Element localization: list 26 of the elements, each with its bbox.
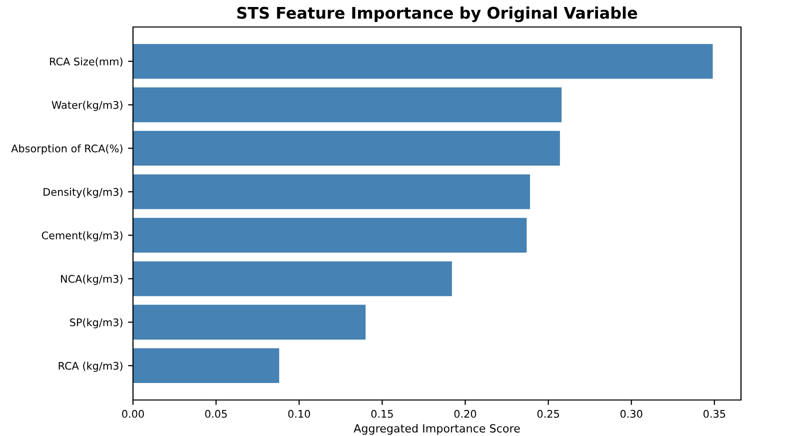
x-tick-label: 0.30 <box>620 410 642 418</box>
x-axis-title: Aggregated Importance Score <box>354 424 520 435</box>
x-tick-label: 0.25 <box>537 410 559 418</box>
y-tick-label: RCA (kg/m3) <box>58 362 122 372</box>
bar <box>133 348 280 384</box>
bar <box>133 130 560 166</box>
bar <box>133 87 562 122</box>
bar <box>133 174 530 210</box>
y-tick-label: SP(kg/m3) <box>70 318 122 328</box>
x-tick-label: 0.05 <box>205 410 227 418</box>
bar <box>133 261 452 296</box>
bar <box>133 44 713 79</box>
y-tick-label: Water(kg/m3) <box>52 100 122 111</box>
y-tick-label: Density(kg/m3) <box>44 188 122 198</box>
bar <box>133 304 366 340</box>
bar <box>133 218 527 253</box>
x-tick-label: 0.10 <box>288 410 310 418</box>
y-tick-label: Absorption of RCA(%) <box>11 144 122 154</box>
chart-title: STS Feature Importance by Original Variable <box>237 6 638 22</box>
x-tick-label: 0.35 <box>704 410 726 418</box>
y-tick-label: Cement(kg/m3) <box>42 231 122 242</box>
x-tick-label: 0.00 <box>122 410 144 418</box>
y-tick-label: NCA(kg/m3) <box>61 274 122 285</box>
y-tick-label: RCA Size(mm) <box>50 57 122 67</box>
x-tick-label: 0.20 <box>454 410 476 418</box>
x-tick-label: 0.15 <box>371 410 393 418</box>
